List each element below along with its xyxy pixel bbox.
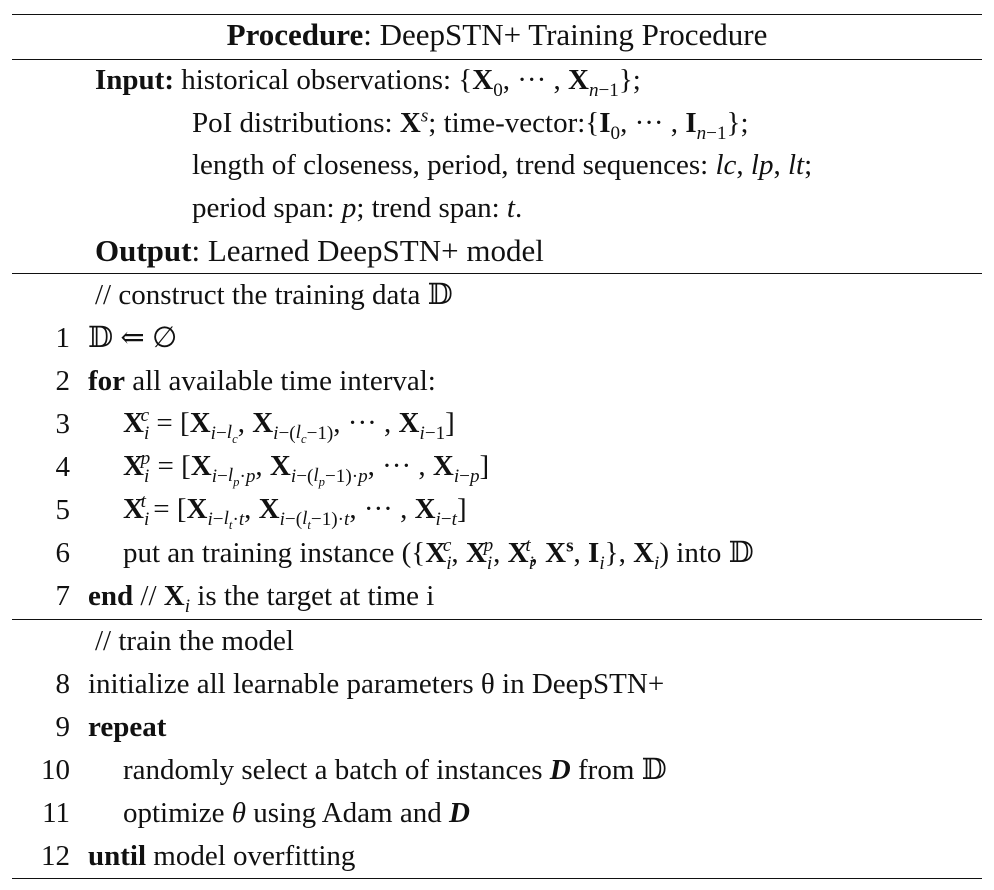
algo-line-4: 4 Xip = [Xi−lp·p, Xi−(lp−1)·p, ··· , Xi−…: [0, 447, 994, 490]
line-text: randomly select a batch of instances D f…: [123, 753, 667, 786]
input-historical: historical observations: {X0, ··· , Xn−1…: [181, 63, 641, 101]
algo-line-10: 10 randomly select a batch of instances …: [0, 750, 994, 790]
input-poi: PoI distributions: Xs; time-vector:{I0, …: [192, 104, 749, 144]
line-text: initialize all learnable parameters θ in…: [88, 667, 665, 700]
algo-line-6: 6 put an training instance ({Xic, Xip, X…: [0, 533, 994, 573]
line-formula: Xit = [Xi−lt·t, Xi−(lt−1)·t, ··· , Xi−t]: [123, 491, 467, 533]
section-rule-1: [12, 273, 982, 274]
input-line-1: Input: historical observations: {X0, ···…: [0, 60, 994, 100]
line-text: all available time interval:: [125, 364, 436, 397]
line-number: 5: [55, 493, 71, 526]
line-number: 8: [55, 667, 71, 700]
output-label: Output: [95, 232, 192, 268]
input-line-3: length of closeness, period, trend seque…: [0, 145, 994, 185]
comment-text: // construct the training data 𝔻: [95, 278, 453, 311]
algo-line-2: 2 for all available time interval:: [0, 361, 994, 401]
algo-line-12: 12 until model overfitting: [0, 836, 994, 876]
algo-line-11: 11 optimize θ using Adam and D: [0, 793, 994, 833]
algo-line-9: 9 repeat: [0, 707, 994, 747]
line-number: 2: [55, 364, 71, 397]
procedure-title: Procedure: DeepSTN+ Training Procedure: [0, 14, 994, 54]
top-rule: [12, 14, 982, 15]
keyword-repeat: repeat: [88, 710, 167, 743]
output-line: Output: Learned DeepSTN+ model: [0, 230, 994, 270]
section-rule-2: [12, 619, 982, 620]
header-rule: [12, 59, 982, 60]
line-number: 10: [41, 753, 70, 786]
line-number: 4: [55, 450, 71, 483]
keyword-end: end: [88, 579, 134, 612]
comment-construct: // construct the training data 𝔻: [0, 275, 994, 315]
algo-line-8: 8 initialize all learnable parameters θ …: [0, 664, 994, 704]
algo-line-1: 1 𝔻 ⇐ ∅: [0, 318, 994, 358]
algo-line-5: 5 Xit = [Xi−lt·t, Xi−(lt−1)·t, ··· , Xi−…: [0, 490, 994, 533]
procedure-label: Procedure: [226, 16, 364, 52]
line-text: // Xi is the target at time i: [133, 579, 435, 617]
line-number: 7: [55, 579, 71, 612]
line-number: 9: [55, 710, 71, 743]
algo-line-3: 3 Xic = [Xi−lc, Xi−(lc−1), ··· , Xi−1]: [0, 404, 994, 447]
line-text: 𝔻 ⇐ ∅: [88, 321, 178, 354]
line-formula: Xip = [Xi−lp·p, Xi−(lp−1)·p, ··· , Xi−p]: [123, 448, 490, 490]
line-number: 11: [42, 796, 70, 829]
input-spans: period span: p; trend span: t.: [192, 191, 523, 224]
comment-train: // train the model: [0, 621, 994, 661]
line-number: 12: [41, 839, 70, 872]
input-line-4: period span: p; trend span: t.: [0, 188, 994, 228]
input-lengths: length of closeness, period, trend seque…: [192, 148, 813, 181]
bottom-rule: [12, 878, 982, 879]
line-formula: Xic = [Xi−lc, Xi−(lc−1), ··· , Xi−1]: [123, 405, 455, 447]
input-label: Input:: [95, 63, 174, 96]
line-number: 3: [55, 407, 71, 440]
line-text: model overfitting: [146, 839, 356, 872]
line-text: optimize θ using Adam and D: [123, 796, 470, 829]
output-text: : Learned DeepSTN+ model: [191, 232, 544, 268]
comment-text: // train the model: [95, 624, 294, 657]
line-number: 1: [55, 321, 71, 354]
algo-line-7: 7 end // Xi is the target at time i: [0, 576, 994, 616]
line-text: put an training instance ({Xic, Xip, Xit…: [123, 534, 754, 574]
keyword-for: for: [88, 364, 126, 397]
procedure-name: : DeepSTN+ Training Procedure: [363, 16, 768, 52]
line-number: 6: [55, 536, 71, 569]
input-line-2: PoI distributions: Xs; time-vector:{I0, …: [0, 103, 994, 143]
keyword-until: until: [88, 839, 147, 872]
